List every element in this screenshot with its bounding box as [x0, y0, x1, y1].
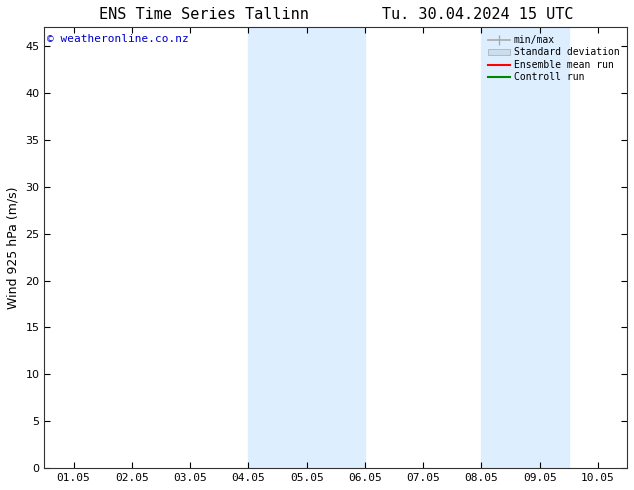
Bar — [481, 27, 569, 468]
Title: ENS Time Series Tallinn        Tu. 30.04.2024 15 UTC: ENS Time Series Tallinn Tu. 30.04.2024 1… — [98, 7, 573, 22]
Y-axis label: Wind 925 hPa (m/s): Wind 925 hPa (m/s) — [7, 187, 20, 309]
Bar — [249, 27, 365, 468]
Text: © weatheronline.co.nz: © weatheronline.co.nz — [48, 34, 189, 44]
Legend: min/max, Standard deviation, Ensemble mean run, Controll run: min/max, Standard deviation, Ensemble me… — [486, 32, 622, 85]
